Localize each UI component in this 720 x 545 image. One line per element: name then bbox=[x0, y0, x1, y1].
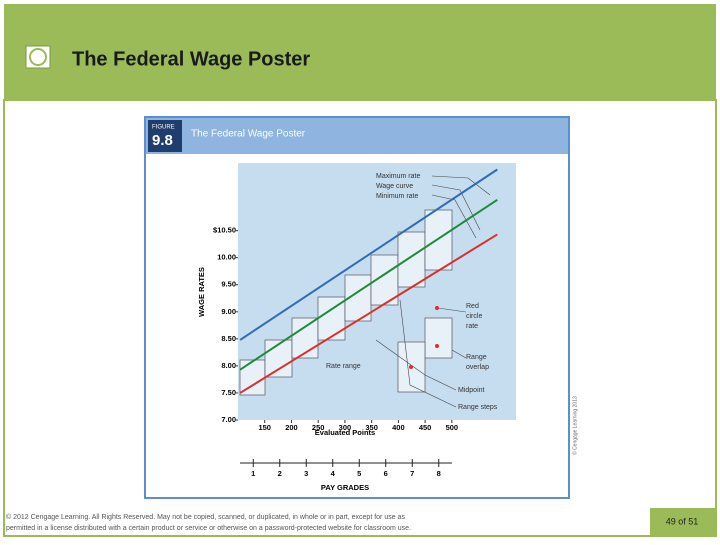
icon-ring bbox=[29, 48, 47, 66]
leader bbox=[375, 339, 457, 391]
pay-grade-label: 6 bbox=[384, 469, 388, 478]
pay-grades-label: PAY GRADES bbox=[321, 483, 369, 492]
figure-label: FIGURE bbox=[152, 125, 175, 131]
leader bbox=[431, 194, 477, 239]
leader bbox=[437, 307, 467, 313]
x-axis-label: Evaluated Points bbox=[315, 428, 375, 437]
annotation: Rate range bbox=[326, 363, 361, 370]
footer-line: permitted in a license distributed with … bbox=[6, 525, 411, 532]
legend-label: Minimum rate bbox=[376, 193, 419, 200]
red-circle-dot bbox=[435, 344, 439, 348]
x-tick-label: 450 bbox=[419, 423, 432, 432]
rate-range-box bbox=[424, 209, 453, 271]
y-axis-label: WAGE RATES bbox=[197, 267, 206, 317]
figure-number: 9.8 bbox=[152, 132, 173, 149]
y-tick-label: 7.50 bbox=[221, 388, 236, 397]
x-tick-label: 350 bbox=[365, 423, 378, 432]
pay-grade-label: 4 bbox=[331, 469, 336, 478]
slide-title: The Federal Wage Poster bbox=[72, 48, 310, 70]
leader bbox=[451, 349, 467, 359]
x-tick-label: 250 bbox=[312, 423, 325, 432]
rate-range-box bbox=[370, 254, 399, 306]
y-tick-label: 8.50 bbox=[221, 334, 236, 343]
figure-header bbox=[146, 118, 568, 154]
red-circle-dot bbox=[435, 306, 439, 310]
annotation: Range steps bbox=[458, 404, 498, 411]
page-number: 49 of 51 bbox=[666, 516, 699, 526]
y-tick-label: 9.50 bbox=[221, 280, 236, 289]
figure-badge bbox=[148, 120, 182, 152]
annotation: Red bbox=[466, 303, 479, 310]
pay-grade-label: 5 bbox=[357, 469, 361, 478]
leader bbox=[399, 299, 457, 408]
legend-label: Maximum rate bbox=[376, 173, 420, 180]
pay-grade-label: 3 bbox=[304, 469, 308, 478]
range-steps-box bbox=[397, 341, 426, 393]
figure-title: The Federal Wage Poster bbox=[191, 129, 306, 140]
red-dots bbox=[409, 306, 439, 369]
annotation: overlap bbox=[466, 364, 489, 371]
y-tick-label: 8.00 bbox=[221, 361, 236, 370]
annotation: Range bbox=[466, 354, 487, 361]
annotation: circle bbox=[466, 313, 482, 320]
leaders bbox=[375, 175, 491, 408]
y-tick-label: 10.00 bbox=[217, 253, 236, 262]
header-bar bbox=[4, 4, 716, 100]
x-tick-label: 200 bbox=[285, 423, 298, 432]
x-tick-label: 150 bbox=[258, 423, 271, 432]
annotation: rate bbox=[466, 323, 478, 330]
slide-frame bbox=[3, 99, 717, 537]
pay-grade-label: 1 bbox=[251, 469, 255, 478]
y-tick-label: $10.50 bbox=[213, 226, 236, 235]
rate-ranges bbox=[239, 209, 453, 396]
series-line bbox=[239, 198, 498, 371]
leader bbox=[431, 175, 491, 196]
rate-range-box bbox=[291, 317, 319, 359]
page-box bbox=[650, 508, 715, 536]
rate-range-box bbox=[397, 231, 426, 288]
red-circle-dot bbox=[409, 365, 413, 369]
annotation: Midpoint bbox=[458, 387, 485, 394]
legend-label: Wage curve bbox=[376, 183, 413, 190]
range-steps-box bbox=[424, 317, 453, 359]
x-tick-label: 400 bbox=[392, 423, 405, 432]
pay-grade-label: 2 bbox=[278, 469, 282, 478]
x-tick-label: 500 bbox=[446, 423, 459, 432]
series-line bbox=[239, 233, 498, 394]
footer-line: © 2012 Cengage Learning. All Rights Rese… bbox=[6, 513, 405, 521]
y-tick-label: 7.00 bbox=[221, 415, 236, 424]
series-line bbox=[239, 168, 498, 341]
y-tick-label: 9.00 bbox=[221, 307, 236, 316]
rate-range-box bbox=[264, 339, 293, 378]
pay-grade-label: 8 bbox=[437, 469, 441, 478]
pay-grade-label: 7 bbox=[410, 469, 414, 478]
figure-credit: © Cengage Learning 2013 bbox=[571, 396, 578, 455]
rate-range-box bbox=[239, 359, 266, 396]
x-tick-label: 300 bbox=[339, 423, 352, 432]
